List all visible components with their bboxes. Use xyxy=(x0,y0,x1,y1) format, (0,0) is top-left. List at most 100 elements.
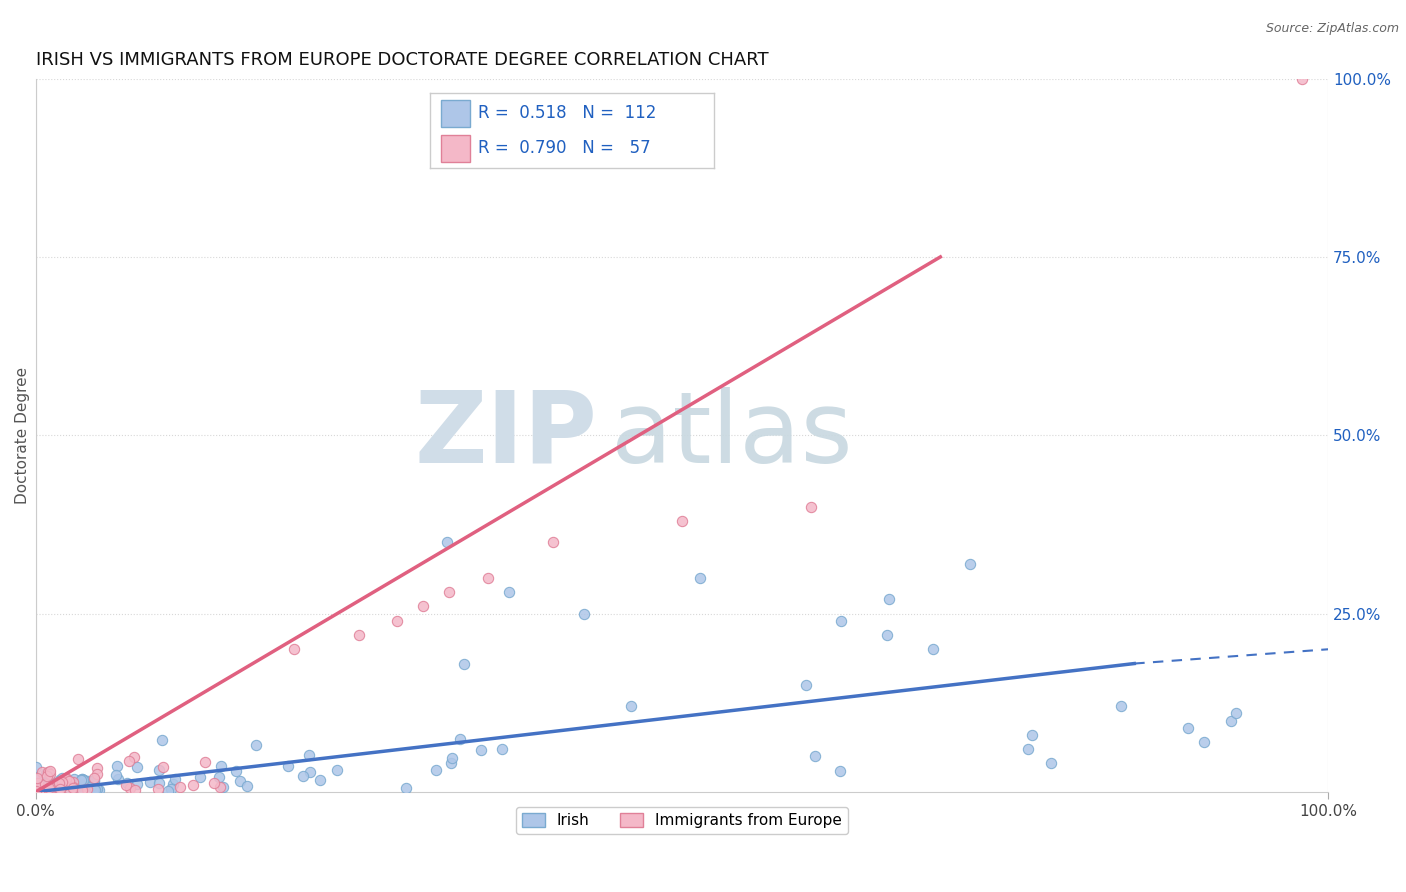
Point xyxy=(39,767,62,781)
Point xyxy=(73,773,96,788)
Point xyxy=(34,785,56,799)
Point xyxy=(800,500,823,514)
Point xyxy=(84,783,107,797)
Point xyxy=(62,784,84,798)
Point xyxy=(453,657,475,671)
Point xyxy=(86,767,108,781)
Point xyxy=(117,754,139,768)
Point xyxy=(277,759,299,773)
Point xyxy=(491,742,513,756)
Point xyxy=(1039,756,1062,771)
Point xyxy=(541,535,564,549)
Point xyxy=(148,763,170,777)
Point xyxy=(387,614,409,628)
Point xyxy=(52,773,75,788)
Point xyxy=(53,775,76,789)
Point xyxy=(877,592,900,607)
Point xyxy=(124,749,146,764)
Point xyxy=(194,755,217,769)
Point xyxy=(55,784,77,798)
Point xyxy=(152,759,174,773)
Point xyxy=(28,784,51,798)
Point xyxy=(394,781,416,796)
Point xyxy=(48,775,70,789)
Point xyxy=(236,779,259,793)
Point xyxy=(79,780,101,794)
Point xyxy=(156,784,179,798)
Point xyxy=(291,769,314,783)
Point xyxy=(105,767,128,781)
Point xyxy=(37,780,59,794)
Point xyxy=(30,777,52,791)
Point xyxy=(804,749,827,764)
Point xyxy=(298,764,321,779)
Point xyxy=(796,678,818,692)
Y-axis label: Doctorate Degree: Doctorate Degree xyxy=(15,367,30,504)
Point xyxy=(150,732,173,747)
Text: atlas: atlas xyxy=(610,387,852,483)
Point xyxy=(75,784,97,798)
Point xyxy=(38,783,60,797)
Point xyxy=(86,782,108,797)
Point xyxy=(412,599,434,614)
Point xyxy=(620,699,643,714)
Point xyxy=(72,773,94,788)
Point xyxy=(42,784,65,798)
Point xyxy=(1017,742,1039,756)
Point xyxy=(188,770,211,784)
Point xyxy=(62,780,84,795)
Point xyxy=(38,764,60,779)
Point xyxy=(125,760,148,774)
Text: Source: ZipAtlas.com: Source: ZipAtlas.com xyxy=(1265,22,1399,36)
Point xyxy=(477,571,499,585)
Point xyxy=(56,781,79,796)
Point xyxy=(38,784,60,798)
Point xyxy=(86,761,108,775)
Point xyxy=(62,774,84,789)
Point xyxy=(35,765,58,780)
Point xyxy=(114,778,136,792)
Point xyxy=(162,777,184,791)
Point xyxy=(53,780,76,795)
Point xyxy=(30,783,52,797)
Point xyxy=(58,775,80,789)
Point xyxy=(876,628,898,642)
Point xyxy=(202,776,225,790)
Point xyxy=(35,769,58,783)
Point xyxy=(25,772,48,787)
Point xyxy=(24,760,46,774)
Point xyxy=(921,642,943,657)
Point xyxy=(42,780,65,795)
Point xyxy=(139,774,162,789)
Point xyxy=(84,782,107,797)
Point xyxy=(689,571,711,585)
Point xyxy=(60,774,83,789)
Point xyxy=(42,781,65,796)
Text: ZIP: ZIP xyxy=(415,387,598,483)
Point xyxy=(55,772,77,786)
Point xyxy=(118,780,141,795)
Point xyxy=(56,777,79,791)
Point xyxy=(66,752,89,766)
Point xyxy=(38,771,60,785)
Point xyxy=(671,514,693,528)
Point xyxy=(828,764,851,778)
Point xyxy=(830,614,852,628)
Point xyxy=(37,765,59,780)
Point xyxy=(436,535,458,549)
Point xyxy=(498,585,520,599)
Point xyxy=(437,585,460,599)
Point xyxy=(44,777,66,791)
Point xyxy=(83,773,105,788)
Point xyxy=(37,785,59,799)
Point xyxy=(83,772,105,787)
Point xyxy=(347,628,370,642)
Point xyxy=(107,772,129,786)
Point xyxy=(48,780,70,795)
Point xyxy=(39,784,62,798)
Legend: Irish, Immigrants from Europe: Irish, Immigrants from Europe xyxy=(516,807,848,834)
Point xyxy=(45,782,67,797)
Point xyxy=(52,779,75,793)
Point xyxy=(225,764,247,778)
Point xyxy=(25,781,48,796)
